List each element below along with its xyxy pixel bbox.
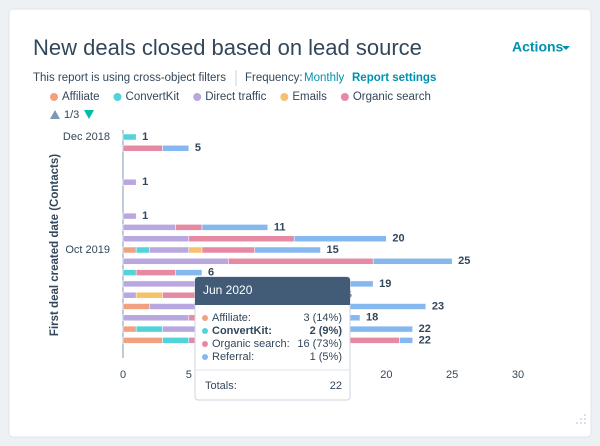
frequency-value[interactable]: Monthly xyxy=(304,72,345,84)
bar-segment xyxy=(122,303,150,310)
bar-segment xyxy=(122,280,203,288)
bar-segment xyxy=(162,145,190,152)
total-label: 1 xyxy=(142,131,148,143)
bar-segment xyxy=(175,224,203,231)
bar-segment xyxy=(122,291,137,299)
report-note: This report is using cross-object filter… xyxy=(33,72,226,84)
total-label: 20 xyxy=(392,233,404,245)
bar-segment xyxy=(122,212,137,220)
tooltip: Jun 2020 Affiliate: 3 (14%) ConvertKit: 2 (9… xyxy=(194,276,351,401)
bar-segment xyxy=(188,246,203,254)
bar-segment xyxy=(122,258,229,265)
report-settings[interactable]: Report settings xyxy=(352,72,436,84)
actions-caret[interactable] xyxy=(562,46,570,50)
legend-label: Organic search xyxy=(353,91,431,103)
bar-segment xyxy=(201,224,269,231)
x-tick-label: 25 xyxy=(446,369,458,381)
bar-segment xyxy=(122,246,137,254)
bar-segment xyxy=(399,337,413,344)
total-label: 19 xyxy=(379,278,391,290)
legend-swatch xyxy=(50,93,58,101)
total-label: 22 xyxy=(419,334,431,346)
total-label: 11 xyxy=(274,221,286,233)
bar-segment xyxy=(372,258,453,265)
legend-label: ConvertKit xyxy=(126,91,180,103)
bar-segment xyxy=(122,337,163,344)
tooltip-value: 1 (5%) xyxy=(310,351,342,363)
tooltip-value: 3 (14%) xyxy=(303,312,342,324)
bar-segment xyxy=(122,224,176,231)
legend-page: 1/3 xyxy=(64,109,79,121)
chart-title: New deals closed based on lead source xyxy=(33,35,422,60)
bar-segment xyxy=(149,246,190,254)
total-label: 1 xyxy=(142,210,148,222)
bar-segment xyxy=(175,269,203,276)
legend-label: Direct traffic xyxy=(205,91,266,103)
bar-segment xyxy=(201,246,255,254)
tooltip-swatch xyxy=(202,341,208,347)
bar-segment xyxy=(293,235,387,242)
bar-segment xyxy=(122,314,190,322)
bar-segment xyxy=(122,269,137,276)
bar-segment xyxy=(228,258,374,265)
legend-swatch xyxy=(113,93,122,101)
tooltip-title: Jun 2020 xyxy=(203,283,253,297)
total-label: 23 xyxy=(432,300,444,312)
bar-segment xyxy=(122,133,137,141)
tooltip-label: ConvertKit: xyxy=(212,325,272,337)
bar-segment xyxy=(188,235,295,242)
bar-segment xyxy=(122,178,137,186)
bar-segment xyxy=(135,291,163,299)
bar-segment xyxy=(135,246,150,254)
tooltip-total: 22 xyxy=(330,380,342,392)
legend-label: Emails xyxy=(292,91,327,103)
bar-segment xyxy=(149,303,203,310)
total-label: 25 xyxy=(458,255,470,267)
total-label: 5 xyxy=(195,142,201,154)
resize-handle xyxy=(576,414,586,424)
total-label: 15 xyxy=(327,244,339,256)
bar-segment xyxy=(122,145,163,152)
tooltip-value: 2 (9%) xyxy=(310,325,343,337)
x-tick-label: 30 xyxy=(512,369,524,381)
legend-swatch xyxy=(193,93,202,101)
tooltip-totals-label: Totals: xyxy=(205,380,237,392)
bar-segment xyxy=(135,325,163,333)
legend-swatch xyxy=(280,93,289,101)
legend-label: Affiliate xyxy=(62,91,100,103)
legend-next[interactable] xyxy=(84,110,94,119)
actions-button[interactable]: Actions xyxy=(512,39,564,55)
tooltip-swatch xyxy=(202,354,208,360)
tooltip-swatch xyxy=(202,315,208,321)
bar-segment xyxy=(254,246,321,254)
bar-segment xyxy=(122,235,190,242)
total-label: 18 xyxy=(366,312,378,324)
y-axis-title: First deal created date (Contacts) xyxy=(49,154,61,336)
total-label: 6 xyxy=(208,267,214,279)
y-tick-label: Oct 2019 xyxy=(65,244,110,256)
total-label: 22 xyxy=(419,323,431,335)
total-label: 1 xyxy=(142,176,148,188)
tooltip-label: Affiliate: xyxy=(212,312,251,324)
bar-segment xyxy=(122,325,137,333)
legend-swatch xyxy=(340,93,349,101)
x-tick-label: 5 xyxy=(186,369,192,381)
tooltip-swatch xyxy=(202,328,208,334)
legend-prev[interactable] xyxy=(50,110,60,119)
frequency-label: Frequency: xyxy=(245,72,303,84)
x-tick-label: 0 xyxy=(120,369,126,381)
tooltip-label: Organic search: xyxy=(212,338,290,350)
tooltip-label: Referral: xyxy=(212,351,254,363)
tooltip-header xyxy=(195,277,350,305)
bar-segment xyxy=(162,337,190,344)
y-tick-label: Dec 2018 xyxy=(63,131,110,143)
tooltip-value: 16 (73%) xyxy=(297,338,342,350)
x-tick-label: 20 xyxy=(380,369,392,381)
bar-segment xyxy=(135,269,176,276)
